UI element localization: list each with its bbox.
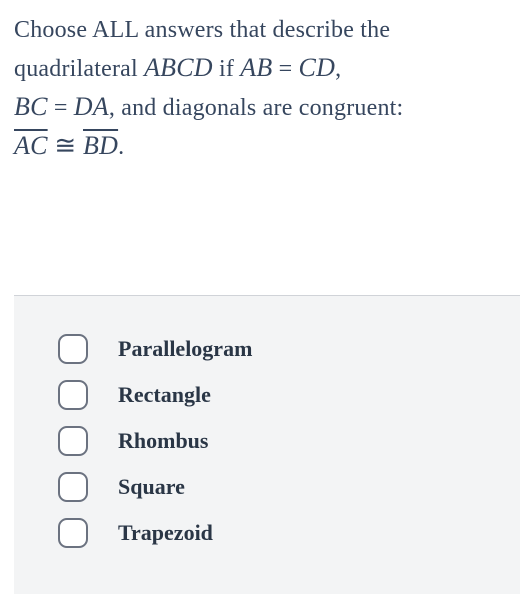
if-text: if xyxy=(213,56,240,82)
option-row: Rectangle xyxy=(58,380,520,410)
option-label: Parallelogram xyxy=(118,336,252,362)
checkbox-square[interactable] xyxy=(58,472,88,502)
question-line2-pre: quadrilateral xyxy=(14,56,144,82)
option-label: Rectangle xyxy=(118,382,211,408)
checkbox-trapezoid[interactable] xyxy=(58,518,88,548)
checkbox-parallelogram[interactable] xyxy=(58,334,88,364)
answers-container: Parallelogram Rectangle Rhombus Square T… xyxy=(14,295,520,594)
option-row: Parallelogram xyxy=(58,334,520,364)
option-label: Square xyxy=(118,474,185,500)
period: . xyxy=(118,134,124,160)
congruent-symbol: ≅ xyxy=(48,131,83,160)
var-da: DA xyxy=(74,92,109,121)
var-cd: CD xyxy=(299,53,336,82)
question-text: Choose ALL answers that describe the qua… xyxy=(14,12,520,165)
eq2: = xyxy=(48,95,74,121)
var-bd: BD xyxy=(83,131,118,160)
option-row: Square xyxy=(58,472,520,502)
option-label: Trapezoid xyxy=(118,520,213,546)
eq1: = xyxy=(272,56,298,82)
var-bc: BC xyxy=(14,92,48,121)
var-ab: AB xyxy=(240,53,272,82)
option-row: Rhombus xyxy=(58,426,520,456)
question-line1: Choose ALL answers that describe the xyxy=(14,17,390,43)
option-row: Trapezoid xyxy=(58,518,520,548)
var-ac: AC xyxy=(14,131,48,160)
checkbox-rhombus[interactable] xyxy=(58,426,88,456)
option-label: Rhombus xyxy=(118,428,208,454)
diag-text: , and diagonals are congruent: xyxy=(109,95,404,121)
checkbox-rectangle[interactable] xyxy=(58,380,88,410)
var-abcd: ABCD xyxy=(144,53,213,82)
comma1: , xyxy=(335,56,341,82)
